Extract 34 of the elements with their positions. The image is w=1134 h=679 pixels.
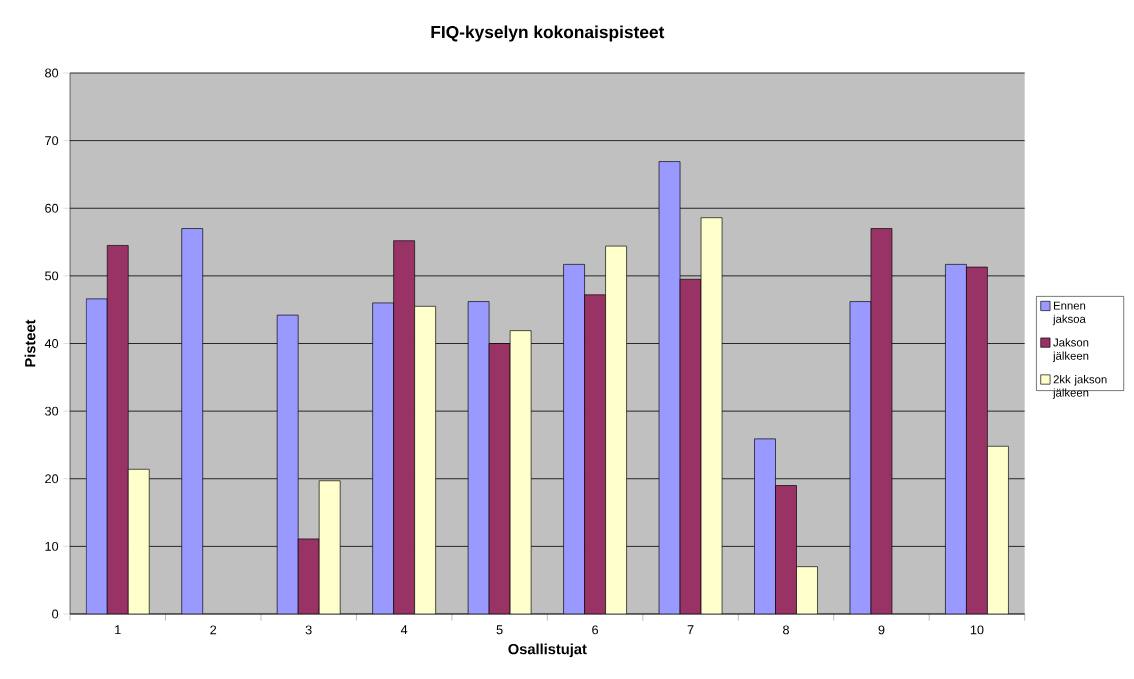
y-tick-label: 70 [45, 136, 59, 146]
x-axis-title: Osallistujat [508, 643, 587, 658]
y-tick-label: 40 [44, 339, 59, 348]
x-tick-label: 8 [783, 625, 789, 635]
y-tick-label: 30 [45, 406, 59, 416]
legend-label: 2kk jakson jälkeen [1052, 375, 1107, 399]
x-tick-label: 7 [687, 625, 694, 635]
x-tick-label: 2 [210, 625, 217, 635]
bar [775, 485, 797, 614]
x-tick-label: 4 [400, 625, 408, 635]
y-tick-label: 10 [45, 541, 59, 551]
bar [393, 240, 415, 614]
bar [584, 294, 606, 614]
bar [298, 538, 320, 614]
bar [680, 279, 702, 614]
x-tick-label: 6 [592, 625, 599, 635]
legend-label: Jakson jälkeen [1052, 338, 1089, 363]
x-tick-label: 1 [115, 625, 121, 635]
x-tick-label: 5 [496, 625, 503, 635]
bar [107, 245, 129, 614]
x-tick-label: 9 [878, 625, 885, 635]
bar [489, 343, 511, 614]
x-tick-label: 3 [305, 625, 312, 635]
y-tick-label: 20 [45, 474, 59, 484]
bar [870, 228, 892, 614]
y-tick-label: 0 [52, 609, 59, 619]
y-axis-title: Pisteet [24, 319, 36, 367]
x-tick-label: 10 [970, 625, 984, 635]
legend-label: Ennen jaksoa [1052, 301, 1086, 326]
y-tick-label: 80 [45, 68, 59, 78]
chart-title: FIQ-kyselyn kokonaispisteet [431, 25, 665, 42]
y-tick-label: 50 [45, 271, 59, 281]
bar [966, 266, 988, 614]
y-tick-label: 60 [45, 203, 59, 213]
